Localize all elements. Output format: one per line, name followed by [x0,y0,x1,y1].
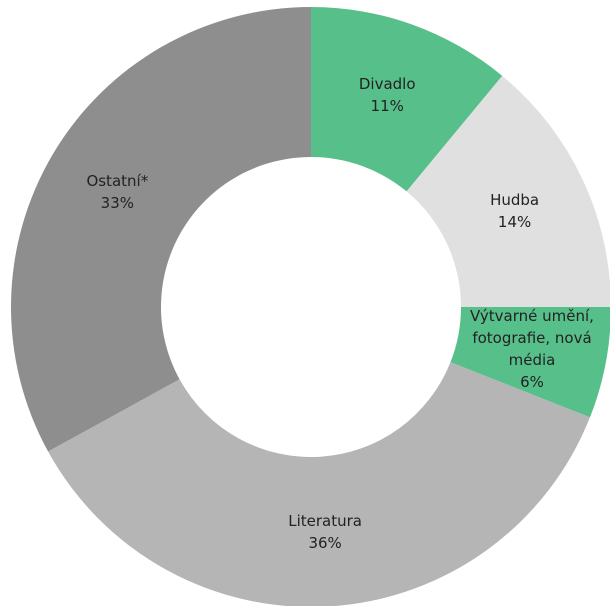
category-label: Ostatní* [86,172,149,191]
value-label: 11% [370,97,404,116]
value-label: 6% [520,373,544,392]
category-label: Výtvarné umění, fotografie, nová média [470,307,594,370]
slice [406,75,610,307]
slice-label: Hudba 14% [440,189,590,233]
slice [10,7,311,452]
slice [311,7,503,192]
value-label: 14% [497,213,532,232]
category-label: Literatura [288,511,362,530]
slice [48,362,590,606]
slice [450,307,610,418]
category-label: Divadlo [358,75,416,94]
slice-label: Literatura 36% [250,510,400,554]
value-label: 36% [308,533,342,552]
slice-label: Divadlo 11% [312,73,462,117]
category-label: Hudba [490,191,540,210]
value-label: 33% [100,194,134,213]
slice-label: Ostatní* 33% [42,170,192,214]
slice-label: Výtvarné umění, fotografie, nová média 6% [457,305,607,393]
